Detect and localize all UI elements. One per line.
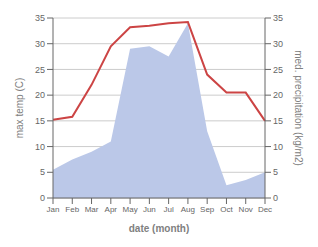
svg-text:date (month): date (month) xyxy=(129,223,190,234)
svg-text:Jun: Jun xyxy=(143,205,156,214)
svg-text:Nov: Nov xyxy=(239,205,253,214)
svg-text:35: 35 xyxy=(273,13,283,23)
svg-text:10: 10 xyxy=(35,142,45,152)
svg-text:5: 5 xyxy=(273,167,278,177)
svg-text:Feb: Feb xyxy=(65,205,79,214)
svg-text:Mar: Mar xyxy=(85,205,99,214)
svg-text:Sep: Sep xyxy=(200,205,215,214)
svg-text:May: May xyxy=(123,205,138,214)
svg-text:0: 0 xyxy=(40,193,45,203)
svg-text:15: 15 xyxy=(35,116,45,126)
svg-text:20: 20 xyxy=(35,90,45,100)
svg-text:Aug: Aug xyxy=(181,205,195,214)
svg-text:max temp (C): max temp (C) xyxy=(14,78,25,139)
svg-text:Jan: Jan xyxy=(47,205,60,214)
svg-text:0: 0 xyxy=(273,193,278,203)
svg-text:med. precipitation (kg/m2): med. precipitation (kg/m2) xyxy=(293,50,304,166)
svg-text:Jul: Jul xyxy=(164,205,174,214)
svg-text:30: 30 xyxy=(35,39,45,49)
svg-text:20: 20 xyxy=(273,90,283,100)
svg-text:10: 10 xyxy=(273,142,283,152)
svg-text:Apr: Apr xyxy=(105,205,118,214)
svg-text:Dec: Dec xyxy=(258,205,272,214)
svg-text:25: 25 xyxy=(273,65,283,75)
svg-text:30: 30 xyxy=(273,39,283,49)
svg-text:15: 15 xyxy=(273,116,283,126)
svg-text:35: 35 xyxy=(35,13,45,23)
svg-text:Oct: Oct xyxy=(220,205,233,214)
svg-text:5: 5 xyxy=(40,167,45,177)
svg-text:25: 25 xyxy=(35,65,45,75)
